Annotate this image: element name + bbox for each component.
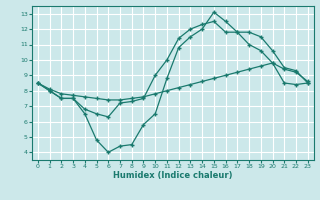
X-axis label: Humidex (Indice chaleur): Humidex (Indice chaleur)	[113, 171, 233, 180]
